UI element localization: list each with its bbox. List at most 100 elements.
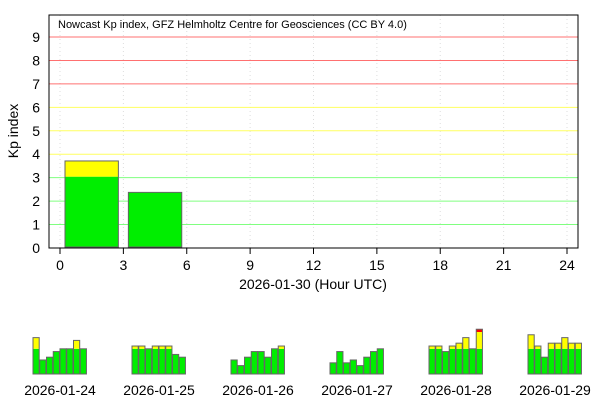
bar bbox=[244, 356, 252, 375]
bar-active-segment bbox=[159, 346, 166, 349]
x-tick-label: 9 bbox=[246, 257, 254, 273]
day-chart: 2026-01-26 bbox=[222, 345, 294, 398]
bar-active-segment bbox=[33, 337, 40, 349]
day-chart: 2026-01-27 bbox=[321, 348, 393, 398]
bar-quiet-segment bbox=[476, 348, 483, 374]
bar bbox=[568, 342, 576, 375]
x-axis-label: 2026-01-30 (Hour UTC) bbox=[239, 276, 387, 292]
y-tick-label: 6 bbox=[32, 99, 40, 115]
bar-active-segment bbox=[132, 346, 139, 349]
bar bbox=[554, 342, 562, 375]
bar-quiet-segment bbox=[377, 348, 384, 374]
bar bbox=[39, 359, 47, 375]
bar-quiet-segment bbox=[555, 348, 562, 374]
bar bbox=[172, 353, 180, 375]
x-tick-label: 18 bbox=[432, 257, 448, 273]
day-chart: 2026-01-29 bbox=[519, 334, 591, 398]
y-tick-label: 7 bbox=[32, 76, 40, 92]
y-tick-label: 5 bbox=[32, 123, 40, 139]
bar bbox=[138, 345, 146, 375]
day-label: 2026-01-25 bbox=[123, 382, 195, 398]
bar-quiet-segment bbox=[575, 348, 582, 374]
daily-history: 2026-01-24 2026-01-25 2026-01-26 2026-01-27… bbox=[24, 328, 591, 398]
y-tick-label: 2 bbox=[32, 193, 40, 209]
bar-active-segment bbox=[435, 346, 442, 349]
bar bbox=[370, 351, 378, 375]
bar-quiet-segment bbox=[278, 348, 285, 374]
bar-active-segment bbox=[534, 346, 541, 349]
bar-quiet-segment bbox=[53, 351, 60, 374]
bar-quiet-segment bbox=[66, 348, 73, 374]
grid bbox=[49, 15, 578, 248]
bar-quiet-segment bbox=[244, 357, 251, 374]
bar bbox=[264, 356, 272, 375]
bar bbox=[561, 337, 569, 375]
bar-quiet-segment bbox=[343, 362, 350, 374]
bar-quiet-segment bbox=[80, 348, 87, 374]
bar-quiet-segment bbox=[350, 359, 357, 374]
bar-quiet-segment bbox=[73, 348, 80, 374]
day-label: 2026-01-29 bbox=[519, 382, 591, 398]
bar bbox=[52, 351, 60, 375]
bar bbox=[547, 342, 555, 375]
bar-storm-segment bbox=[476, 329, 483, 332]
bar bbox=[277, 345, 285, 375]
bar-quiet-segment bbox=[456, 348, 463, 374]
bar-quiet-segment bbox=[435, 348, 442, 374]
bar-quiet-segment bbox=[159, 348, 166, 374]
x-tick-label: 12 bbox=[306, 257, 322, 273]
day-label: 2026-01-27 bbox=[321, 382, 393, 398]
bar-quiet-segment bbox=[561, 348, 568, 374]
y-axis-label: Kp index bbox=[5, 104, 21, 158]
bar-active-segment bbox=[528, 334, 535, 349]
bar-active-segment bbox=[575, 343, 582, 349]
bar bbox=[66, 348, 74, 375]
bar-quiet-segment bbox=[442, 351, 449, 374]
bar-quiet-segment bbox=[548, 348, 555, 374]
bar-active-segment bbox=[548, 343, 555, 349]
bar bbox=[455, 342, 463, 375]
bar-quiet-segment bbox=[145, 348, 152, 374]
bar-active-segment bbox=[462, 337, 469, 349]
bar bbox=[448, 345, 456, 375]
bar bbox=[428, 345, 436, 375]
bar-quiet-segment bbox=[330, 362, 337, 374]
bar-quiet-segment bbox=[165, 348, 172, 374]
x-tick-label: 0 bbox=[56, 257, 64, 273]
bar bbox=[165, 345, 173, 375]
x-tick-label: 3 bbox=[119, 257, 127, 273]
bar bbox=[271, 348, 279, 375]
chart-title: Nowcast Kp index, GFZ Helmholtz Centre f… bbox=[58, 19, 407, 31]
y-tick-label: 3 bbox=[32, 170, 40, 186]
bar bbox=[462, 337, 470, 375]
bar bbox=[131, 345, 139, 375]
bar bbox=[356, 365, 364, 375]
y-tick-label: 8 bbox=[32, 52, 40, 68]
bar-quiet-segment bbox=[152, 348, 159, 374]
bar-quiet-segment bbox=[258, 351, 265, 374]
bar-active-segment bbox=[561, 337, 568, 349]
bar-quiet-segment bbox=[568, 348, 575, 374]
bar-quiet-segment bbox=[336, 351, 343, 374]
bar-quiet-segment bbox=[65, 176, 119, 247]
bar-active-segment bbox=[568, 343, 575, 349]
bar bbox=[475, 328, 483, 375]
bar bbox=[336, 351, 344, 375]
bar-quiet-segment bbox=[449, 348, 456, 374]
bar bbox=[158, 345, 166, 375]
bar bbox=[469, 348, 477, 375]
bar bbox=[574, 342, 582, 375]
bar-active-segment bbox=[449, 346, 456, 349]
x-tick-label: 15 bbox=[369, 257, 385, 273]
bar-quiet-segment bbox=[138, 348, 145, 374]
bars bbox=[64, 160, 183, 248]
y-tick-label: 1 bbox=[32, 217, 40, 233]
day-label: 2026-01-28 bbox=[420, 382, 492, 398]
bar-quiet-segment bbox=[462, 348, 469, 374]
bar-quiet-segment bbox=[528, 348, 535, 374]
bar-quiet-segment bbox=[237, 365, 244, 374]
x-tick-label: 6 bbox=[183, 257, 191, 273]
y-tick-label: 9 bbox=[32, 29, 40, 45]
bar bbox=[250, 351, 258, 375]
